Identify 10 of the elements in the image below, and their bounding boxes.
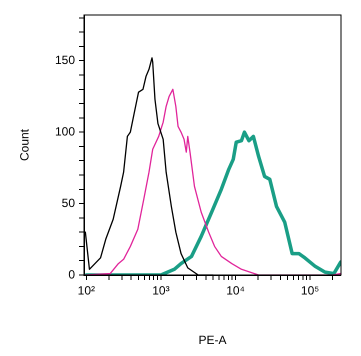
x-axis-title: PE-A — [198, 333, 227, 348]
x-tick-label: 10⁵ — [300, 284, 320, 298]
x-tick-label: 10⁴ — [226, 284, 245, 298]
y-tick-label: 0 — [68, 267, 76, 282]
x-tick-label: 10³ — [152, 284, 170, 298]
y-tick-label: 150 — [54, 53, 76, 68]
y-tick-label: 100 — [54, 124, 76, 138]
y-tick-label: 50 — [62, 196, 76, 210]
x-tick-label: 10² — [78, 284, 96, 298]
y-axis-title: Count — [18, 128, 32, 162]
